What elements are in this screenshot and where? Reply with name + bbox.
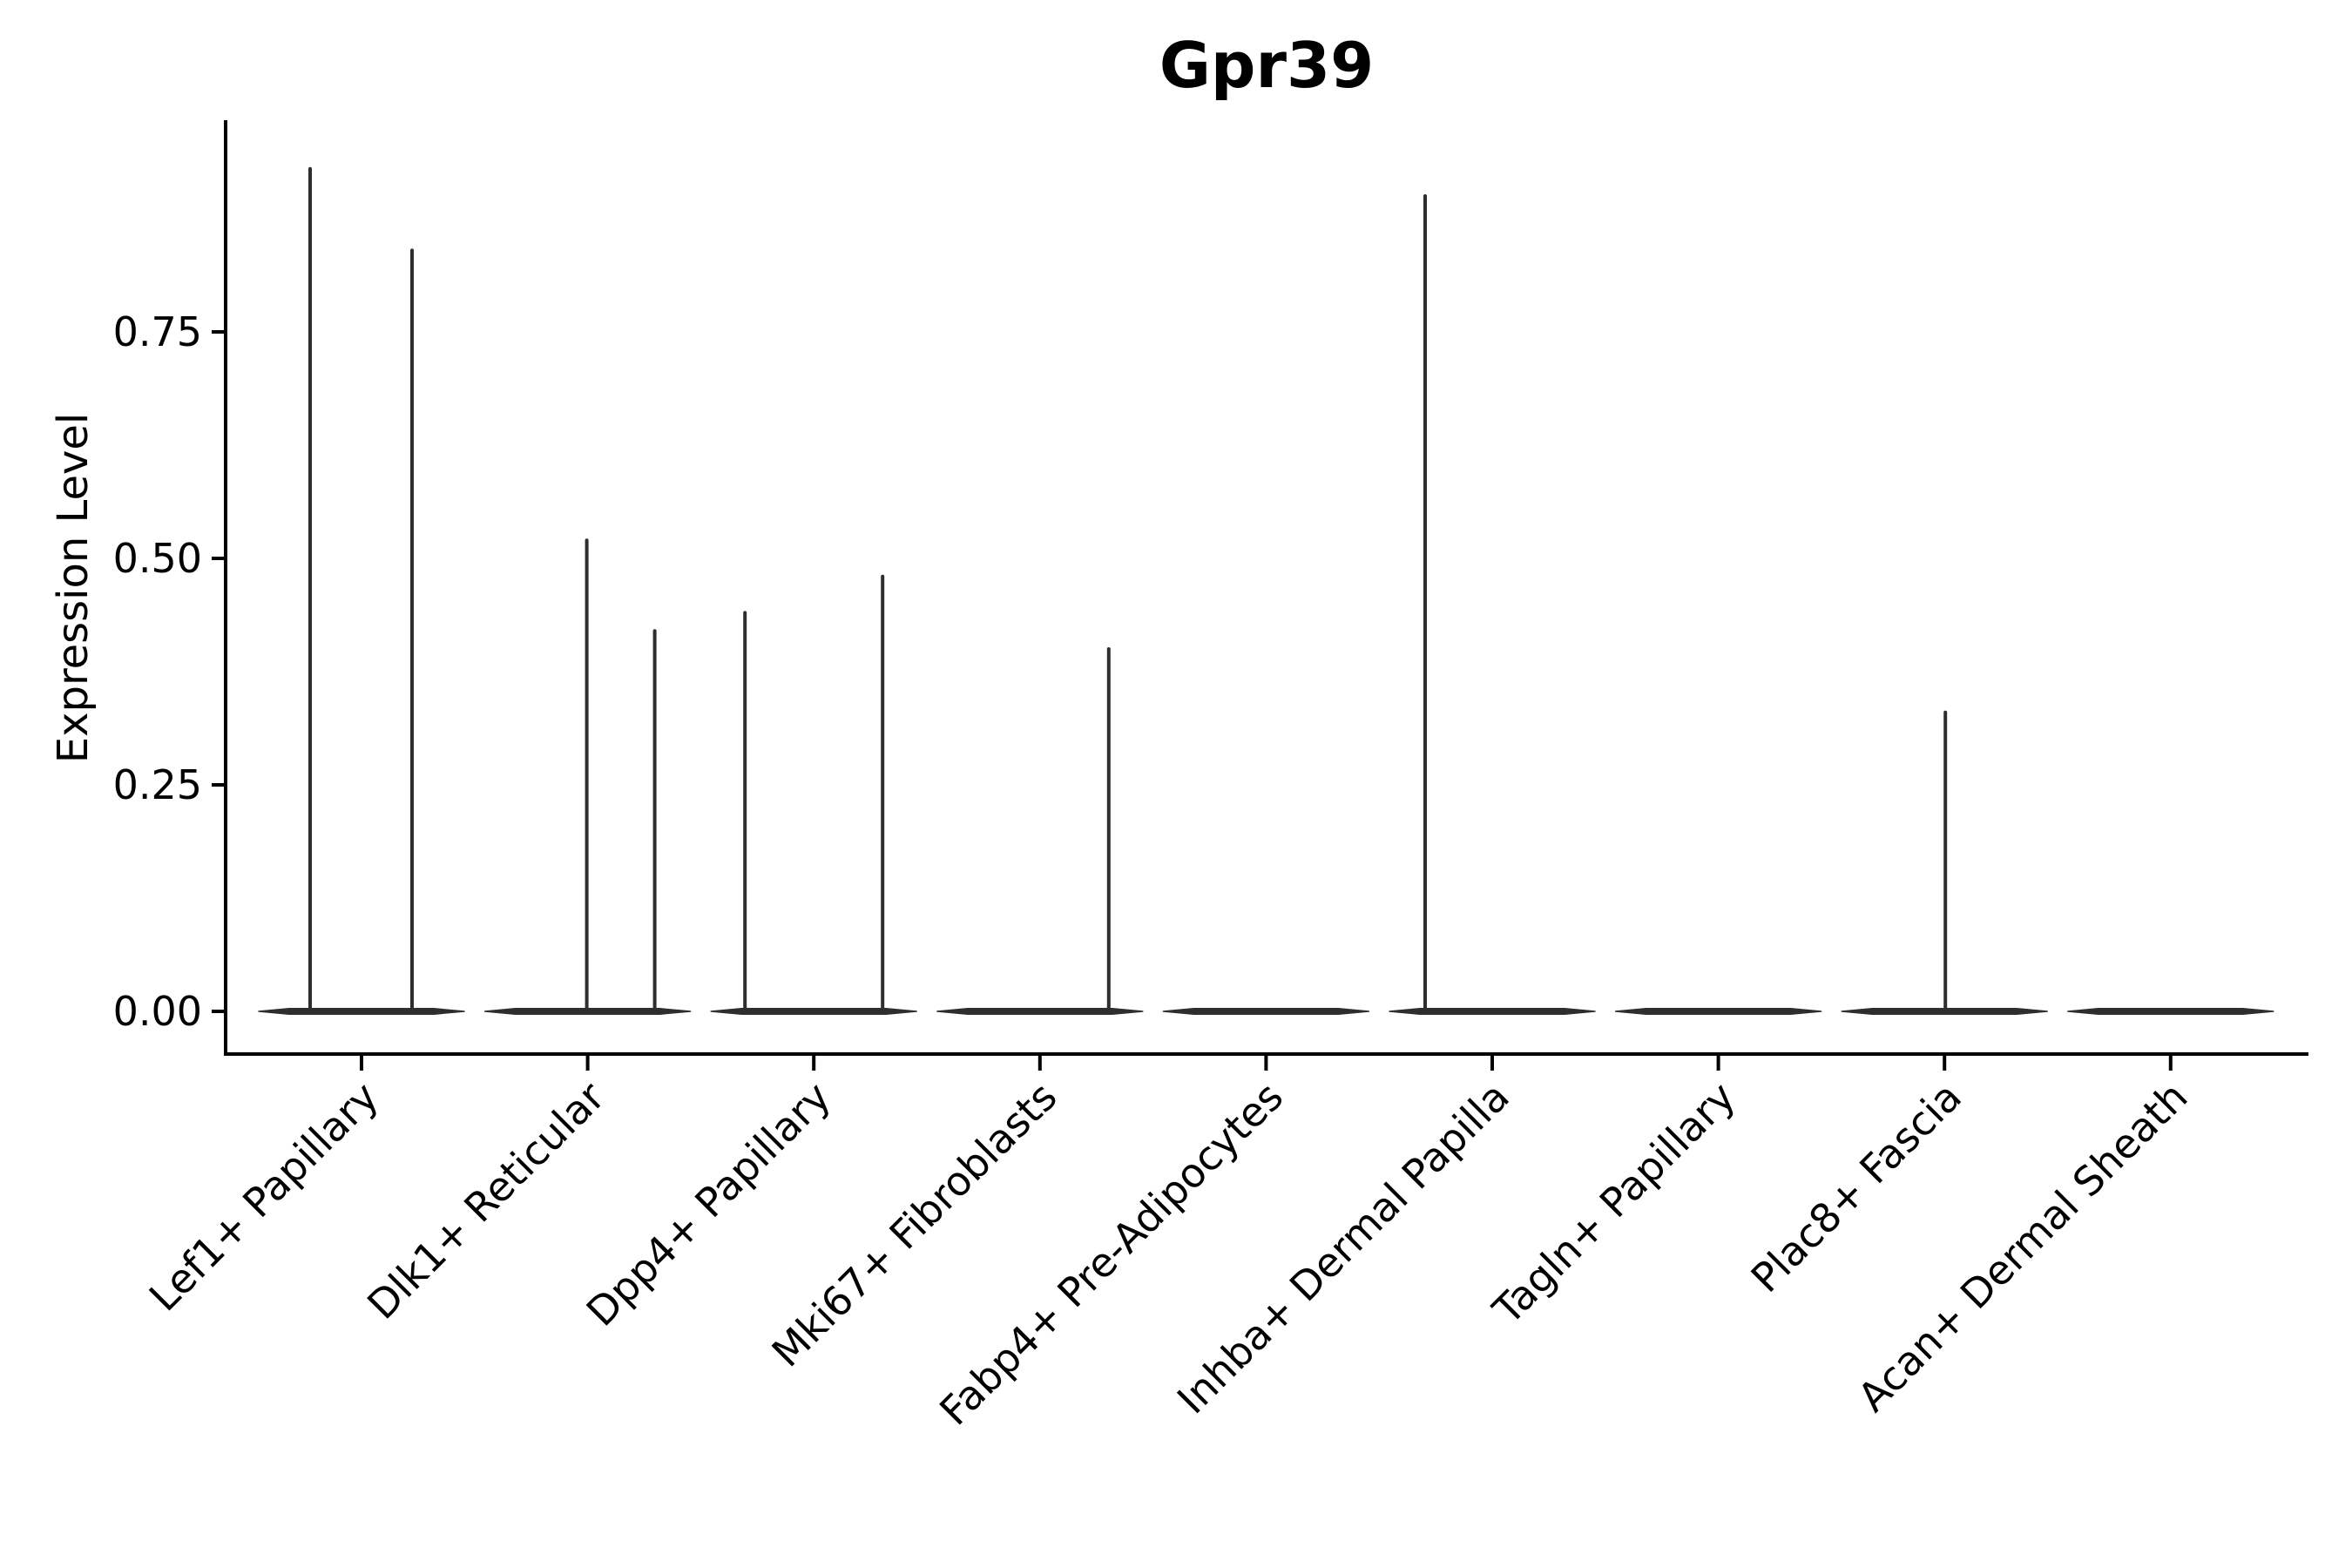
violin-base bbox=[1162, 1008, 1370, 1015]
y-tick-label: 0.00 bbox=[113, 988, 202, 1035]
y-tick-label: 0.75 bbox=[113, 308, 202, 355]
y-tick-label: 0.50 bbox=[113, 535, 202, 582]
violin-base bbox=[1614, 1008, 1822, 1015]
y-axis-title: Expression Level bbox=[49, 413, 98, 764]
violin-base bbox=[1389, 1008, 1596, 1015]
violins bbox=[258, 166, 2274, 1015]
x-axis bbox=[224, 1052, 2308, 1071]
violin-base bbox=[710, 1008, 917, 1015]
violin-base bbox=[936, 1008, 1144, 1015]
chart-title: Gpr39 bbox=[1159, 29, 1374, 102]
violin-base bbox=[258, 1008, 465, 1015]
violin-base bbox=[2067, 1008, 2274, 1015]
y-tick-label: 0.25 bbox=[113, 761, 202, 808]
y-tick-labels: 0.00 0.25 0.50 0.75 bbox=[113, 308, 202, 1035]
y-axis bbox=[212, 120, 227, 1056]
